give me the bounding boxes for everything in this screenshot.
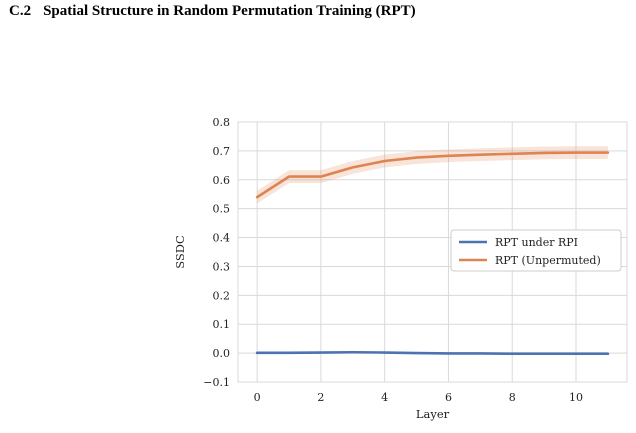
x-tick-label: 0 <box>254 391 261 404</box>
legend-entry: RPT under RPI <box>495 236 578 249</box>
x-tick-label: 4 <box>381 391 388 404</box>
section-title: Spatial Structure in Random Permutation … <box>43 3 416 19</box>
x-axis-label: Layer <box>416 407 450 421</box>
plot-frame <box>237 121 628 383</box>
y-tick-label: 0.4 <box>213 232 231 245</box>
legend-entry: RPT (Unpermuted) <box>495 254 601 267</box>
x-tick-label: 2 <box>317 391 324 404</box>
x-axis-ticks: 0 2 4 6 8 10 <box>254 391 583 404</box>
y-tick-label: 0.0 <box>213 347 231 360</box>
y-tick-label: 0.6 <box>213 174 231 187</box>
y-tick-label: 0.3 <box>213 260 231 273</box>
x-tick-label: 10 <box>569 391 583 404</box>
series-band <box>257 146 608 204</box>
y-tick-label: 0.8 <box>213 116 231 129</box>
section-number: C.2 <box>9 3 32 19</box>
section-heading: C.2 Spatial Structure in Random Permutati… <box>9 3 416 20</box>
series-lines <box>255 151 610 355</box>
x-tick-label: 6 <box>445 391 452 404</box>
y-tick-label: 0.1 <box>213 318 231 331</box>
y-axis-label: SSDC <box>173 235 187 269</box>
y-tick-label: 0.7 <box>213 145 231 158</box>
x-tick-label: 8 <box>509 391 516 404</box>
legend-box <box>450 229 622 272</box>
y-tick-label: 0.2 <box>213 289 231 302</box>
y-tick-label: −0.1 <box>203 376 230 389</box>
legend: RPT under RPI RPT (Unpermuted) <box>450 229 622 272</box>
y-axis-ticks: −0.1 0.0 0.1 0.2 0.3 0.4 0.5 0.6 0.7 0.8 <box>203 116 230 389</box>
y-tick-label: 0.5 <box>213 203 231 216</box>
series-line <box>255 350 610 355</box>
series-line <box>255 151 610 199</box>
